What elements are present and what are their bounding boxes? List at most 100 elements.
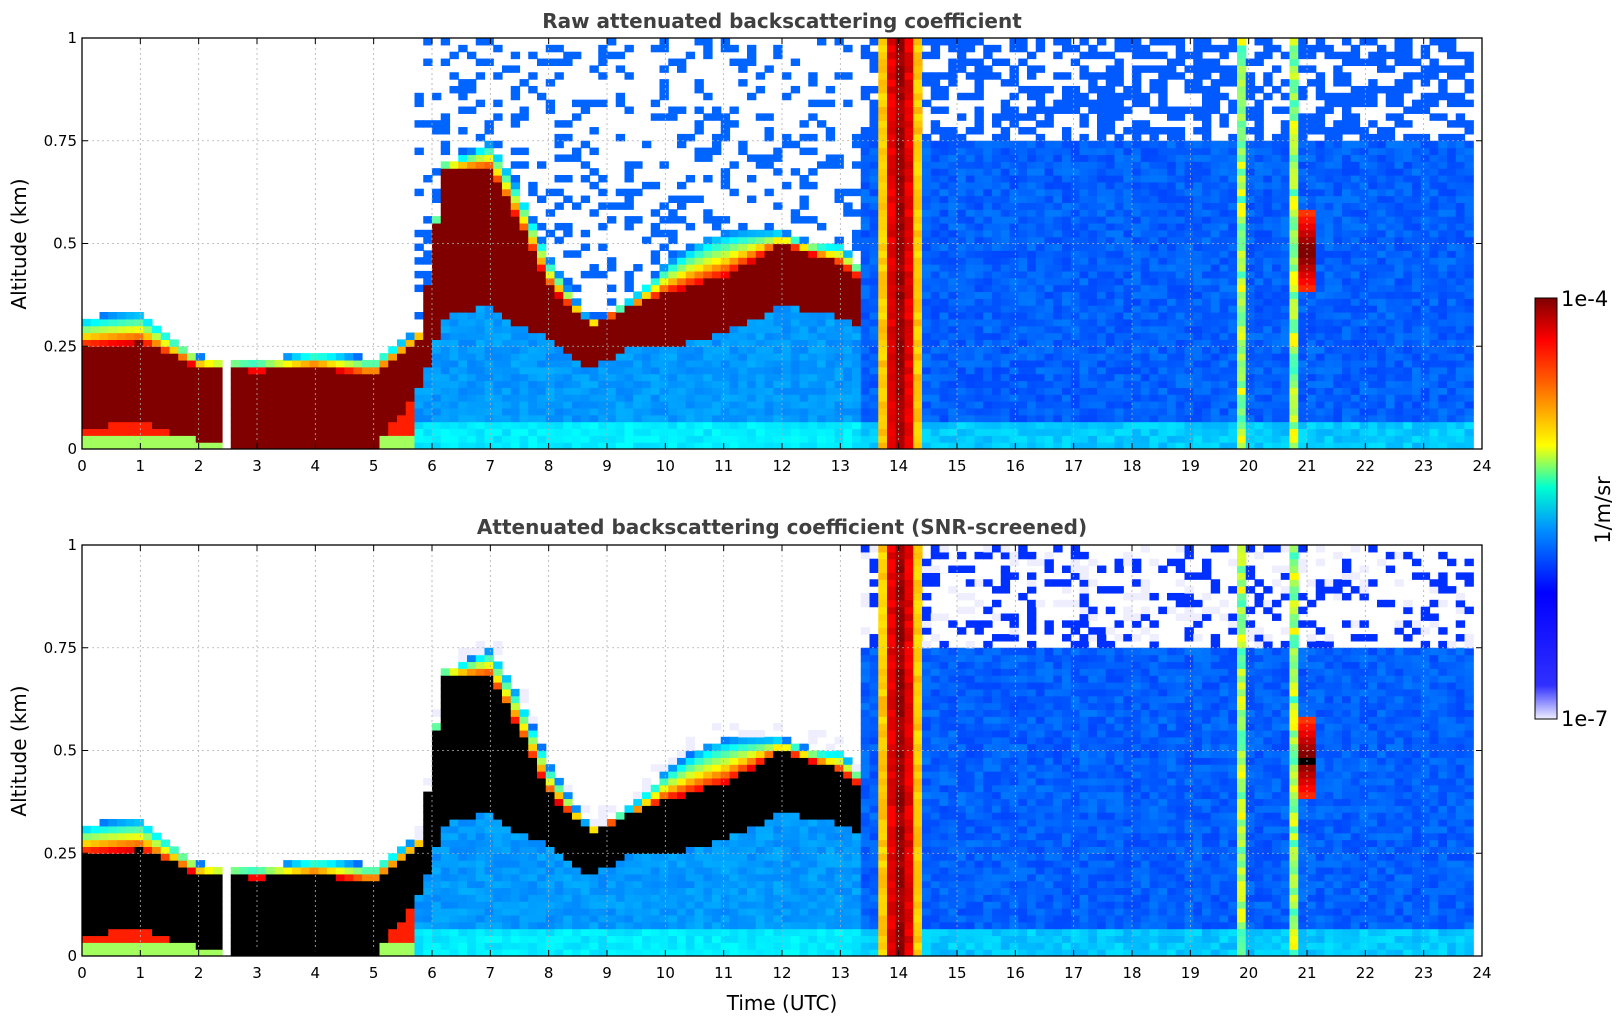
heatmap-cell — [843, 332, 853, 340]
heatmap-cell — [878, 305, 888, 313]
heatmap-cell — [895, 236, 906, 245]
heatmap-cell — [449, 222, 459, 231]
heatmap-cell — [957, 353, 967, 361]
heatmap-cell — [1035, 264, 1046, 272]
heatmap-cell — [615, 428, 626, 436]
heatmap-cell — [773, 44, 783, 53]
heatmap-cell — [624, 216, 634, 224]
heatmap-cell — [930, 216, 941, 224]
heatmap-cell — [510, 92, 521, 101]
heatmap-cell — [1245, 195, 1256, 203]
heatmap-cell — [1114, 154, 1124, 162]
heatmap-cell — [458, 305, 468, 313]
heatmap-cell — [510, 120, 521, 128]
heatmap-cell — [1245, 359, 1256, 368]
heatmap-cell — [1228, 195, 1238, 203]
heatmap-cell — [887, 161, 897, 169]
heatmap-cell — [860, 92, 871, 101]
heatmap-cell — [1018, 312, 1028, 320]
heatmap-cell — [1167, 270, 1177, 279]
heatmap-cell — [965, 222, 976, 231]
heatmap-cell — [502, 373, 512, 382]
heatmap-cell — [1237, 421, 1247, 430]
heatmap-cell — [860, 229, 871, 238]
heatmap-cell — [703, 414, 713, 423]
heatmap-cell — [169, 442, 179, 449]
heatmap-cell — [1237, 188, 1247, 197]
heatmap-cell — [432, 325, 442, 334]
heatmap-cell — [930, 120, 941, 128]
heatmap-cell — [773, 428, 783, 436]
heatmap-cell — [423, 414, 433, 423]
heatmap-cell — [738, 250, 748, 258]
heatmap-cell — [1140, 188, 1151, 197]
heatmap-cell — [125, 339, 136, 347]
heatmap-cell — [379, 401, 389, 409]
heatmap-cell — [195, 401, 206, 409]
heatmap-cell — [1079, 387, 1089, 395]
heatmap-cell — [790, 140, 801, 149]
heatmap-cell — [152, 428, 162, 436]
heatmap-cell — [178, 373, 188, 382]
heatmap-cell — [510, 298, 521, 306]
heatmap-cell — [563, 401, 573, 409]
heatmap-cell — [598, 442, 608, 449]
heatmap-cell — [475, 209, 486, 217]
heatmap-cell — [1228, 305, 1238, 313]
heatmap-cell — [519, 380, 529, 388]
heatmap-cell — [152, 332, 162, 340]
heatmap-cell — [1088, 387, 1098, 395]
heatmap-cell — [484, 298, 494, 306]
heatmap-cell — [790, 305, 801, 313]
heatmap-cell — [1175, 387, 1186, 395]
heatmap-cell — [869, 401, 879, 409]
heatmap-cell — [440, 414, 451, 423]
heatmap-cell — [939, 414, 949, 423]
heatmap-cell — [1027, 229, 1037, 238]
heatmap-cell — [878, 51, 888, 60]
heatmap-cell — [624, 277, 634, 286]
heatmap-cell — [860, 442, 871, 449]
heatmap-cell — [554, 435, 564, 443]
heatmap-cell — [134, 325, 144, 334]
heatmap-cell — [1009, 380, 1019, 388]
heatmap-cell — [650, 359, 661, 368]
heatmap-cell — [869, 318, 879, 327]
heatmap-cell — [992, 195, 1002, 203]
heatmap-cell — [1097, 99, 1107, 108]
heatmap-cell — [327, 366, 337, 375]
heatmap-cell — [353, 442, 363, 449]
heatmap-cell — [1044, 442, 1054, 449]
heatmap-cell — [1009, 305, 1019, 313]
heatmap-cell — [930, 202, 941, 210]
heatmap-cell — [992, 353, 1002, 361]
heatmap-cell — [895, 257, 906, 265]
heatmap-cell — [467, 79, 477, 87]
heatmap-cell — [624, 414, 634, 423]
heatmap-cell — [388, 387, 398, 395]
heatmap-cell — [1053, 257, 1063, 265]
heatmap-cell — [1070, 236, 1081, 245]
heatmap-cell — [160, 380, 171, 388]
heatmap-cell — [957, 250, 967, 258]
heatmap-cell — [1140, 127, 1151, 135]
heatmap-cell — [974, 421, 984, 430]
heatmap-cell — [563, 428, 573, 436]
heatmap-cell — [904, 147, 914, 156]
heatmap-cell — [563, 154, 573, 162]
heatmap-cell — [108, 394, 118, 402]
heatmap-cell — [213, 407, 223, 416]
heatmap-cell — [668, 325, 678, 334]
heatmap-cell — [528, 339, 538, 347]
heatmap-cell — [204, 366, 214, 375]
heatmap-cell — [843, 401, 853, 409]
heatmap-cell — [703, 421, 713, 430]
heatmap-cell — [1237, 79, 1247, 87]
heatmap-cell — [930, 147, 941, 156]
heatmap-cell — [528, 298, 538, 306]
heatmap-cell — [1167, 181, 1177, 190]
heatmap-cell — [134, 318, 144, 327]
heatmap-cell — [948, 175, 958, 183]
heatmap-cell — [327, 428, 337, 436]
heatmap-cell — [825, 366, 836, 375]
